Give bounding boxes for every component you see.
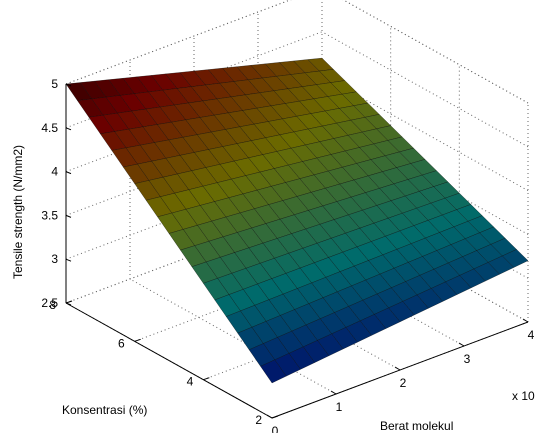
y-tick-mark	[65, 300, 73, 304]
y-tick-label: 8	[49, 298, 56, 312]
z-tick-label: 2.5	[41, 296, 58, 310]
z-tick-mark	[65, 214, 72, 218]
y-axis-line	[65, 302, 273, 419]
z-tick-label: 5	[51, 77, 58, 91]
y-axis-label: Konsentrasi (%)	[62, 403, 147, 417]
z-tick-label: 3	[51, 252, 58, 266]
box-edge	[342, 0, 529, 104]
x-tick-mark	[394, 366, 401, 371]
grid-line	[342, 0, 529, 104]
surface-mesh	[65, 57, 529, 384]
y-tick-label: 6	[118, 336, 125, 350]
z-tick-mark	[65, 258, 72, 262]
z-tick-mark	[65, 171, 72, 175]
z-tick-mark	[65, 127, 72, 131]
y-tick-label: 4	[187, 375, 194, 389]
z-tick-label: 4	[51, 165, 58, 179]
z-tick-mark	[65, 302, 72, 306]
grid-line	[129, 278, 337, 395]
x-axis-label: Berat molekul	[380, 419, 453, 433]
x-exponent-label: x 10	[512, 389, 535, 403]
tick-labels: 2.5 3 3.5 4 4.5 5 2 4 6 8 0 1 2 3 4	[41, 77, 534, 433]
y-tick-mark	[271, 415, 279, 419]
grid-line	[321, 31, 529, 148]
x-tick-label: 3	[464, 352, 471, 366]
y-tick-mark	[203, 377, 210, 381]
x-tick-mark	[266, 414, 273, 419]
x-tick-mark	[330, 390, 337, 395]
x-exponent-base: x 10	[512, 389, 535, 403]
x-tick-label: 4	[528, 328, 535, 342]
y-tick-mark	[134, 338, 141, 342]
x-tick-mark	[522, 318, 529, 323]
z-tick-label: 3.5	[41, 208, 58, 222]
x-tick-label: 2	[400, 376, 407, 390]
z-tick-mark	[65, 83, 72, 87]
y-tick-label: 2	[255, 413, 262, 427]
x-tick-label: 1	[336, 400, 343, 414]
z-tick-label: 4.5	[41, 121, 58, 135]
z-axis-label: Tensile strength (N/mm2)	[11, 145, 25, 279]
x-tick-label: 0	[272, 424, 279, 433]
surface-patch	[260, 359, 287, 384]
box-edge	[65, 0, 292, 85]
x-tick-mark	[458, 342, 465, 347]
